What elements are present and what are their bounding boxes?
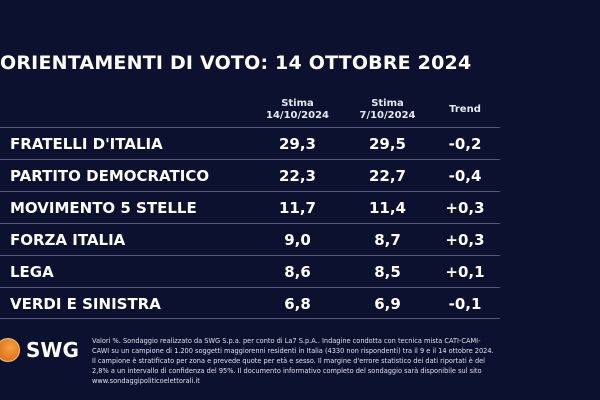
swg-logo: SWG bbox=[0, 338, 79, 362]
party-name: LEGA bbox=[10, 263, 54, 281]
stima-previous: 29,5 bbox=[368, 135, 406, 153]
stima-current: 9,0 bbox=[284, 231, 311, 249]
column-header-stima-previous: Stima 7/10/2024 bbox=[350, 98, 425, 122]
party-name: FORZA ITALIA bbox=[10, 231, 126, 249]
stima-current: 22,3 bbox=[278, 167, 316, 185]
swg-logo-text: SWG bbox=[26, 338, 79, 362]
stima-current: 29,3 bbox=[278, 135, 316, 153]
poll-table: FRATELLI D'ITALIA 29,3 29,5 -0,2 PARTITO DEM… bbox=[0, 127, 500, 319]
trend-value: -0,1 bbox=[448, 295, 482, 313]
column-header-date: 14/10/2024 bbox=[266, 110, 329, 121]
stima-previous: 6,9 bbox=[374, 295, 401, 313]
column-header-date: 7/10/2024 bbox=[359, 110, 416, 121]
party-name: VERDI E SINISTRA bbox=[10, 295, 161, 313]
stima-previous: 11,4 bbox=[368, 199, 406, 217]
trend-value: +0,1 bbox=[445, 263, 485, 281]
stima-current: 6,8 bbox=[284, 295, 311, 313]
table-row: FRATELLI D'ITALIA 29,3 29,5 -0,2 bbox=[0, 127, 500, 159]
table-row: FORZA ITALIA 9,0 8,7 +0,3 bbox=[0, 223, 500, 255]
table-row: LEGA 8,6 8,5 +0,1 bbox=[0, 255, 500, 287]
table-row: VERDI E SINISTRA 6,8 6,9 -0,1 bbox=[0, 287, 500, 319]
trend-value: -0,2 bbox=[448, 135, 482, 153]
trend-value: +0,3 bbox=[445, 199, 485, 217]
footnote: Valori %. Sondaggio realizzato da SWG S.… bbox=[92, 337, 494, 385]
column-header-label: Stima bbox=[281, 98, 314, 109]
column-header-label: Stima bbox=[371, 98, 404, 109]
party-name: PARTITO DEMOCRATICO bbox=[10, 167, 210, 185]
stima-previous: 8,5 bbox=[374, 263, 401, 281]
table-row: MOVIMENTO 5 STELLE 11,7 11,4 +0,3 bbox=[0, 191, 500, 223]
stima-current: 8,6 bbox=[284, 263, 311, 281]
trend-value: +0,3 bbox=[445, 231, 485, 249]
table-row: PARTITO DEMOCRATICO 22,3 22,7 -0,4 bbox=[0, 159, 500, 191]
party-name: FRATELLI D'ITALIA bbox=[10, 135, 163, 153]
party-name: MOVIMENTO 5 STELLE bbox=[10, 199, 197, 217]
trend-value: -0,4 bbox=[448, 167, 482, 185]
stima-previous: 22,7 bbox=[368, 167, 406, 185]
stima-previous: 8,7 bbox=[374, 231, 401, 249]
column-header-stima-current: Stima 14/10/2024 bbox=[260, 98, 335, 122]
page-title: ORIENTAMENTI DI VOTO: 14 OTTOBRE 2024 bbox=[0, 52, 472, 74]
swg-globe-icon bbox=[0, 338, 20, 362]
stima-current: 11,7 bbox=[278, 199, 316, 217]
column-header-trend: Trend bbox=[449, 104, 481, 115]
